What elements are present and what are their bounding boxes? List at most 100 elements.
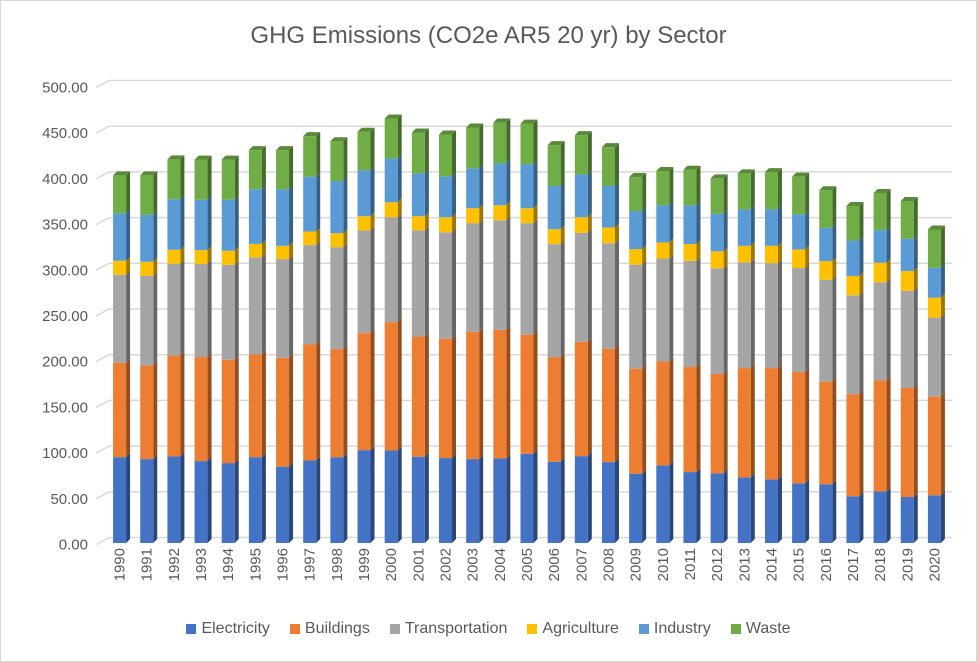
bar-waste (683, 169, 697, 206)
bar-side-transportation (886, 278, 891, 381)
bar-agriculture (927, 297, 941, 318)
bar-side-waste (452, 130, 457, 177)
bar-waste (466, 127, 480, 169)
bar-electricity (330, 457, 344, 543)
bar-side-waste (479, 123, 484, 169)
bar-waste (248, 150, 262, 190)
bar-waste (710, 178, 724, 214)
bar-buildings (276, 357, 290, 467)
bar-side-buildings (750, 364, 755, 478)
bar-side-buildings (289, 353, 294, 467)
bar-agriculture (466, 208, 480, 224)
bar-side-buildings (859, 390, 864, 497)
bar-electricity (411, 456, 425, 543)
bar-electricity (846, 496, 860, 543)
legend-item-waste: Waste (730, 620, 791, 638)
bar-waste (194, 159, 208, 200)
bar-transportation (601, 243, 615, 349)
bar-waste (656, 171, 670, 206)
bar-buildings (764, 368, 778, 480)
bar-side-waste (261, 146, 266, 190)
bar-side-waste (805, 172, 810, 215)
bar-side-buildings (832, 377, 837, 485)
y-tick-label: 450.00 (42, 125, 88, 142)
bar-electricity (140, 459, 154, 543)
x-tick-label: 2010 (655, 548, 672, 581)
bar-side-electricity (506, 454, 511, 543)
bar-transportation (194, 264, 208, 358)
bar-side-buildings (913, 383, 918, 498)
bar-side-electricity (180, 452, 185, 543)
bar-waste (764, 172, 778, 210)
bar-industry (601, 185, 615, 228)
bar-buildings (493, 329, 507, 459)
bar-industry (873, 230, 887, 263)
bar-top-cap (683, 165, 701, 170)
bar-side-agriculture (289, 241, 294, 260)
bar-side-agriculture (533, 204, 538, 224)
bar-agriculture (330, 233, 344, 248)
bar-electricity (547, 461, 561, 543)
bar-buildings (873, 380, 887, 492)
x-tick-label: 2014 (763, 548, 780, 581)
legend-item-buildings: Buildings (289, 620, 370, 638)
bar-agriculture (873, 262, 887, 283)
bar-transportation (520, 223, 534, 335)
bar-industry (221, 199, 235, 251)
bar-waste (900, 200, 914, 239)
bar-side-waste (642, 173, 647, 212)
bar-side-agriculture (207, 246, 212, 265)
bar-side-transportation (777, 259, 782, 369)
bar-side-waste (316, 132, 321, 177)
bar-side-buildings (886, 376, 891, 492)
bar-electricity (656, 465, 670, 543)
bar-side-buildings (669, 357, 674, 466)
bar-side-waste (207, 155, 212, 200)
bar-buildings (601, 348, 615, 463)
bar-stack-2012 (710, 174, 728, 543)
bar-top-cap (221, 155, 239, 160)
x-tick-label: 2001 (410, 548, 427, 581)
legend-label: Waste (745, 620, 791, 637)
bar-top-cap (629, 173, 647, 178)
bar-industry (547, 185, 561, 230)
bar-electricity (221, 463, 235, 543)
bar-agriculture (656, 242, 670, 259)
bar-side-buildings (533, 330, 538, 454)
bar-industry (466, 168, 480, 209)
bar-agriculture (629, 249, 643, 265)
bar-buildings (221, 359, 235, 464)
bar-top-cap (927, 225, 945, 230)
bar-side-industry (669, 201, 674, 243)
bar-side-industry (587, 170, 592, 218)
bar-side-agriculture (642, 245, 647, 265)
bar-transportation (683, 260, 697, 368)
bar-top-cap (357, 127, 375, 132)
bar-side-industry (506, 159, 511, 206)
bar-side-transportation (696, 256, 701, 368)
bar-side-industry (397, 154, 402, 203)
legend-item-electricity: Electricity (186, 620, 270, 638)
bar-side-agriculture (614, 223, 619, 244)
bar-side-industry (614, 181, 619, 228)
bar-side-buildings (343, 345, 348, 458)
legend-label: Electricity (201, 620, 270, 637)
bar-side-industry (207, 195, 212, 251)
bar-side-transportation (452, 228, 457, 339)
bar-stack-2006 (547, 141, 565, 543)
bar-side-transportation (289, 255, 294, 358)
bar-stack-1996 (276, 146, 294, 543)
bar-waste (873, 192, 887, 231)
bar-top-cap (303, 132, 321, 137)
bar-side-waste (859, 202, 864, 241)
bar-side-transportation (479, 219, 484, 332)
bar-industry (737, 209, 751, 246)
bar-side-electricity (723, 469, 728, 543)
bar-transportation (140, 275, 154, 366)
bar-side-transportation (805, 264, 810, 373)
bar-top-cap (493, 118, 511, 123)
bar-side-transportation (424, 226, 429, 337)
bar-waste (601, 147, 615, 186)
chart-title: GHG Emissions (CO2e AR5 20 yr) by Sector (250, 22, 727, 49)
bar-top-cap (167, 155, 185, 160)
